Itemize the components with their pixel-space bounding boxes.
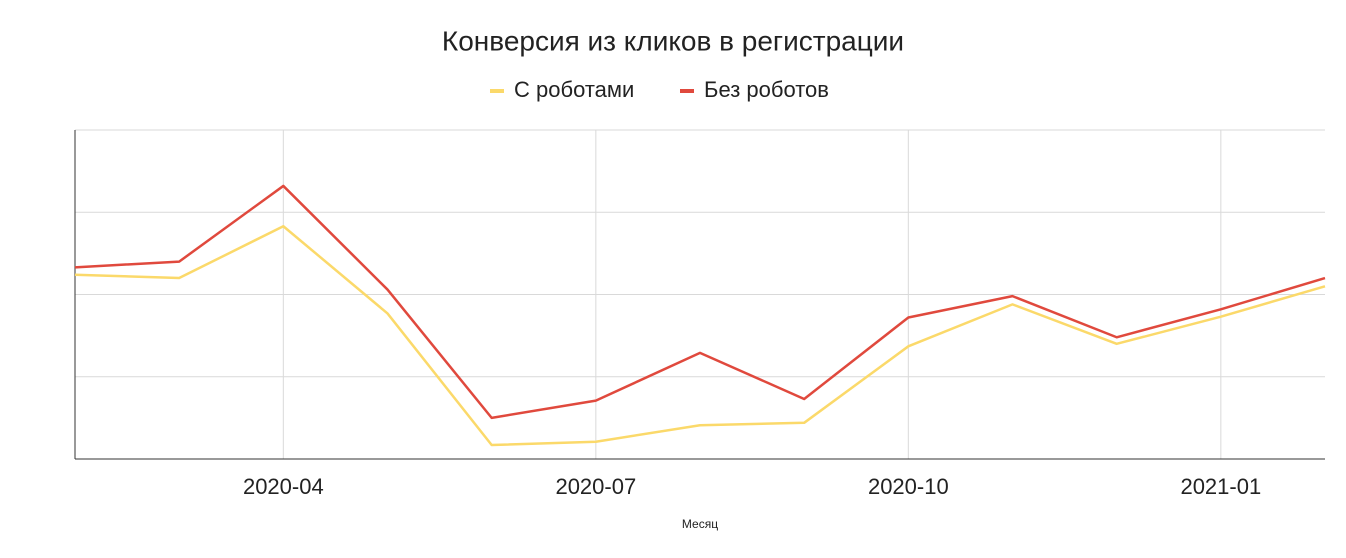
line-series: [74, 184, 1326, 420]
x-tick-label: 2020-07: [555, 474, 636, 499]
x-tick-label: 2020-10: [868, 474, 949, 499]
legend-label: С роботами: [514, 77, 634, 102]
x-axis-label: Месяц: [682, 517, 718, 531]
x-tick-label: 2021-01: [1180, 474, 1261, 499]
line-series: [74, 224, 1326, 447]
chart-title: Конверсия из кликов в регистрации: [442, 25, 904, 56]
x-tick-label: 2020-04: [243, 474, 324, 499]
legend-label: Без роботов: [704, 77, 829, 102]
